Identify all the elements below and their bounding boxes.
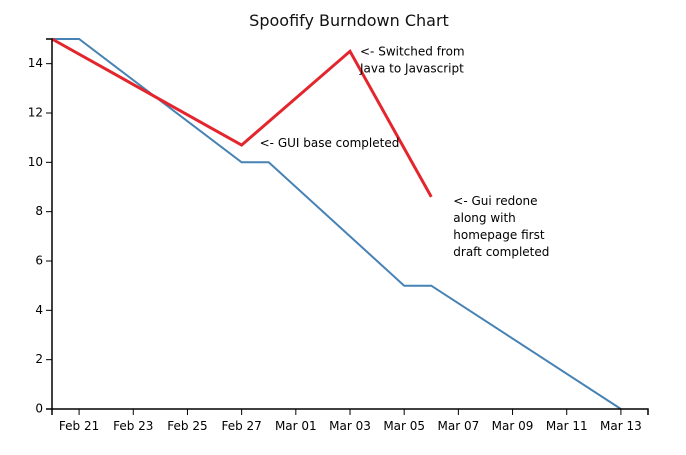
x-tick-label: Mar 13 <box>600 419 642 433</box>
y-tick-label: 6 <box>35 254 43 268</box>
axes-layer: 0 2 4 6 8 10 12 14 Feb 21 Feb 23 Feb 25 Feb 27 Mar 0… <box>28 38 649 433</box>
annotation-line: <- GUI base completed <box>260 136 400 150</box>
x-tick-label: Mar 07 <box>437 419 479 433</box>
x-tick-label: Feb 25 <box>167 419 207 433</box>
x-tick-label: Feb 21 <box>59 419 99 433</box>
x-tick-label: Feb 23 <box>113 419 153 433</box>
annotations-layer: <- Switched from Java to Javascript <- GUI… <box>260 44 550 259</box>
annotation-line: <- Gui redone <box>453 194 537 208</box>
annotation-line: Java to Javascript <box>359 61 464 75</box>
annotation-2: <- GUI base completed <box>260 136 400 150</box>
series-line-1 <box>52 38 622 410</box>
x-tick-label: Feb 27 <box>221 419 261 433</box>
x-tick-label: Mar 03 <box>329 419 371 433</box>
annotation-3: <- Gui redone along with homepage first dra… <box>453 194 549 259</box>
y-axis-line <box>46 38 53 410</box>
annotation-line: homepage first <box>453 228 545 242</box>
annotation-1: <- Switched from Java to Javascript <box>359 44 465 75</box>
annotation-line: along with <box>453 211 516 225</box>
y-tick-label: 4 <box>35 303 43 317</box>
lines-layer <box>51 37 622 410</box>
y-tick-label: 0 <box>35 402 43 416</box>
x-tick-label: Mar 09 <box>492 419 534 433</box>
annotation-line: <- Switched from <box>360 44 465 58</box>
chart-title: Spoofify Burndown Chart <box>249 11 449 30</box>
x-tick-label: Mar 01 <box>275 419 317 433</box>
series-line-2 <box>51 37 433 198</box>
y-tick-label: 14 <box>28 56 43 70</box>
annotation-line: draft completed <box>453 245 549 259</box>
y-tick-label: 10 <box>28 155 43 169</box>
x-tick-label: Mar 05 <box>383 419 425 433</box>
y-tick-label: 12 <box>28 106 43 120</box>
y-tick-label: 2 <box>35 352 43 366</box>
y-tick-label: 8 <box>35 204 43 218</box>
x-tick-label: Mar 11 <box>546 419 588 433</box>
